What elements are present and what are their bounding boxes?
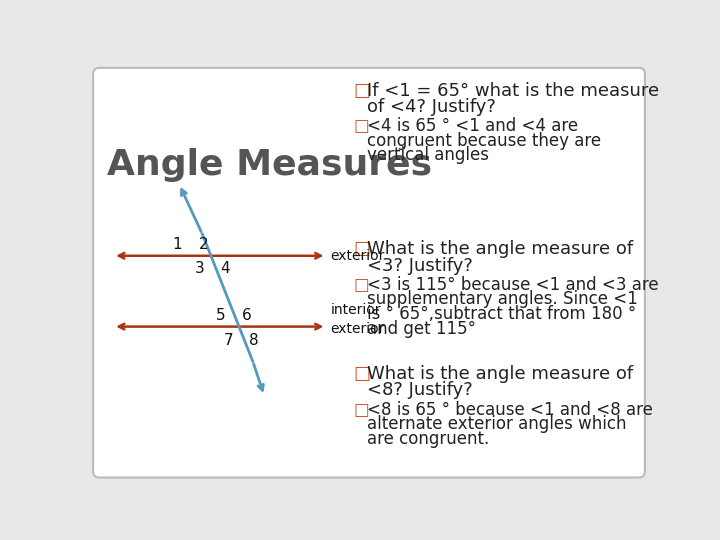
Text: supplementary angles. Since <1: supplementary angles. Since <1: [367, 291, 639, 308]
Text: vertical angles: vertical angles: [367, 146, 490, 164]
Text: 1: 1: [172, 237, 181, 252]
Text: is ° 65°,subtract that from 180 °: is ° 65°,subtract that from 180 °: [367, 305, 636, 323]
Text: □: □: [354, 117, 369, 135]
Text: alternate exterior angles which: alternate exterior angles which: [367, 415, 627, 433]
Text: 5: 5: [216, 308, 225, 323]
Text: Angle Measures: Angle Measures: [107, 148, 432, 182]
Text: <4 is 65 ° <1 and <4 are: <4 is 65 ° <1 and <4 are: [367, 117, 579, 135]
Text: □: □: [354, 82, 371, 100]
Text: If <1 = 65° what is the measure: If <1 = 65° what is the measure: [367, 82, 660, 100]
Text: of <4? Justify?: of <4? Justify?: [367, 98, 496, 116]
Text: and get 115°: and get 115°: [367, 320, 477, 338]
Text: <3 is 115° because <1 and <3 are: <3 is 115° because <1 and <3 are: [367, 276, 659, 294]
Text: exterior: exterior: [330, 322, 384, 336]
Text: What is the angle measure of: What is the angle measure of: [367, 240, 634, 258]
Text: <3? Justify?: <3? Justify?: [367, 256, 473, 274]
Text: 8: 8: [249, 333, 258, 348]
Text: 6: 6: [242, 308, 252, 323]
Text: are congruent.: are congruent.: [367, 430, 490, 448]
Text: exterior: exterior: [330, 249, 384, 263]
Text: interior: interior: [330, 302, 381, 316]
Text: 2: 2: [199, 237, 208, 252]
Text: congruent because they are: congruent because they are: [367, 132, 602, 150]
Text: 4: 4: [220, 261, 230, 276]
Text: □: □: [354, 276, 369, 294]
FancyBboxPatch shape: [93, 68, 645, 477]
Text: 3: 3: [195, 261, 204, 276]
Text: □: □: [354, 401, 369, 418]
Text: □: □: [354, 240, 371, 258]
Text: □: □: [354, 365, 371, 383]
Text: <8? Justify?: <8? Justify?: [367, 381, 473, 399]
Text: 7: 7: [224, 333, 233, 348]
Text: What is the angle measure of: What is the angle measure of: [367, 365, 634, 383]
Text: <8 is 65 ° because <1 and <8 are: <8 is 65 ° because <1 and <8 are: [367, 401, 653, 418]
